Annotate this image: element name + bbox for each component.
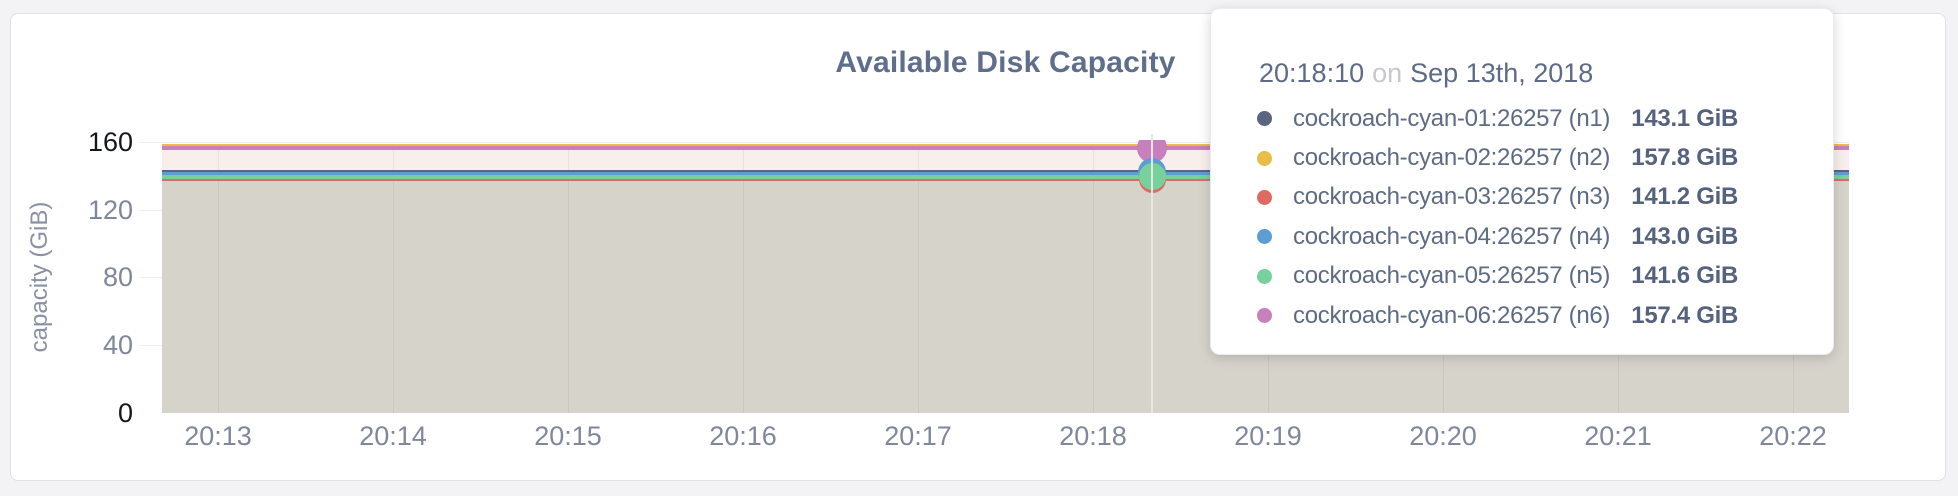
tooltip-row-n2: cockroach-cyan-02:26257 (n2) 157.8 GiB [1257, 138, 1738, 177]
x-tick-2019: 20:19 [1234, 421, 1302, 451]
series-name-n3: cockroach-cyan-03:26257 (n3) [1293, 183, 1611, 211]
series-name-n1: cockroach-cyan-01:26257 (n1) [1293, 104, 1611, 132]
series-value-n2: 157.8 GiB [1631, 144, 1738, 172]
y-tick-160: 160 [87, 127, 133, 157]
tooltip-date: Sep 13th, 2018 [1410, 58, 1594, 88]
series-dot-n5 [1257, 268, 1272, 284]
series-dot-n2 [1257, 150, 1272, 166]
series-line-n1 [162, 170, 1849, 172]
x-tick-2014: 20:14 [359, 421, 427, 451]
x-tick-2017: 20:17 [884, 421, 952, 451]
series-dot-n1 [1257, 111, 1272, 127]
x-tick-2016: 20:16 [709, 421, 777, 451]
hover-tooltip: 20:18:10 on Sep 13th, 2018 cockroach-cyan-… [1210, 8, 1834, 355]
series-value-n6: 157.4 GiB [1631, 301, 1738, 329]
gridline-vertical-2017 [918, 150, 919, 413]
tooltip-legend: cockroach-cyan-01:26257 (n1) 143.1 GiB c… [1257, 99, 1738, 335]
x-tick-2013: 20:13 [184, 421, 252, 451]
series-value-n4: 143.0 GiB [1631, 222, 1738, 250]
gridline-vertical-2013 [218, 150, 219, 413]
gridline-vertical-2014 [393, 150, 394, 413]
series-dot-n6 [1257, 308, 1272, 324]
series-line-n3 [162, 178, 1849, 181]
series-line-n5 [162, 175, 1849, 179]
hover-guideline [1151, 134, 1153, 413]
y-tick-0: 0 [117, 398, 133, 428]
gridline-horizontal-160 [140, 142, 1849, 143]
gridline-vertical-2015 [568, 150, 569, 413]
tooltip-connector: on [1372, 58, 1403, 88]
series-value-n5: 141.6 GiB [1631, 262, 1738, 290]
series-value-n3: 141.2 GiB [1631, 183, 1738, 211]
tooltip-row-n5: cockroach-cyan-05:26257 (n5) 141.6 GiB [1257, 257, 1738, 296]
y-tick-40: 40 [102, 330, 133, 360]
tooltip-row-n3: cockroach-cyan-03:26257 (n3) 141.2 GiB [1257, 178, 1738, 217]
gridline-vertical-2016 [743, 150, 744, 413]
y-tick-80: 80 [102, 262, 133, 292]
x-tick-2015: 20:15 [534, 421, 602, 451]
gridline-vertical-2018 [1093, 150, 1094, 413]
x-tick-2021: 20:21 [1584, 421, 1652, 451]
series-name-n6: cockroach-cyan-06:26257 (n6) [1293, 301, 1611, 329]
tooltip-time: 20:18:10 [1259, 58, 1365, 88]
series-line-n2 [162, 143, 1849, 146]
series-line-n4 [162, 171, 1849, 175]
series-dot-n3 [1257, 189, 1272, 205]
x-tick-2020: 20:20 [1409, 421, 1477, 451]
x-tick-2022: 20:22 [1759, 421, 1827, 451]
series-dot-n4 [1257, 229, 1272, 245]
tooltip-row-n4: cockroach-cyan-04:26257 (n4) 143.0 GiB [1257, 217, 1738, 256]
series-name-n2: cockroach-cyan-02:26257 (n2) [1293, 144, 1611, 172]
series-line-n6 [162, 145, 1849, 150]
tooltip-row-n1: cockroach-cyan-01:26257 (n1) 143.1 GiB [1257, 99, 1738, 138]
tooltip-row-n6: cockroach-cyan-06:26257 (n6) 157.4 GiB [1257, 296, 1738, 335]
series-value-n1: 143.1 GiB [1631, 104, 1738, 132]
y-tick-120: 120 [87, 195, 133, 225]
x-tick-2018: 20:18 [1059, 421, 1127, 451]
series-name-n4: cockroach-cyan-04:26257 (n4) [1293, 222, 1611, 250]
tooltip-timestamp: 20:18:10 on Sep 13th, 2018 [1259, 58, 1593, 89]
chart-title: Available Disk Capacity [835, 46, 1176, 79]
series-name-n5: cockroach-cyan-05:26257 (n5) [1293, 262, 1611, 290]
